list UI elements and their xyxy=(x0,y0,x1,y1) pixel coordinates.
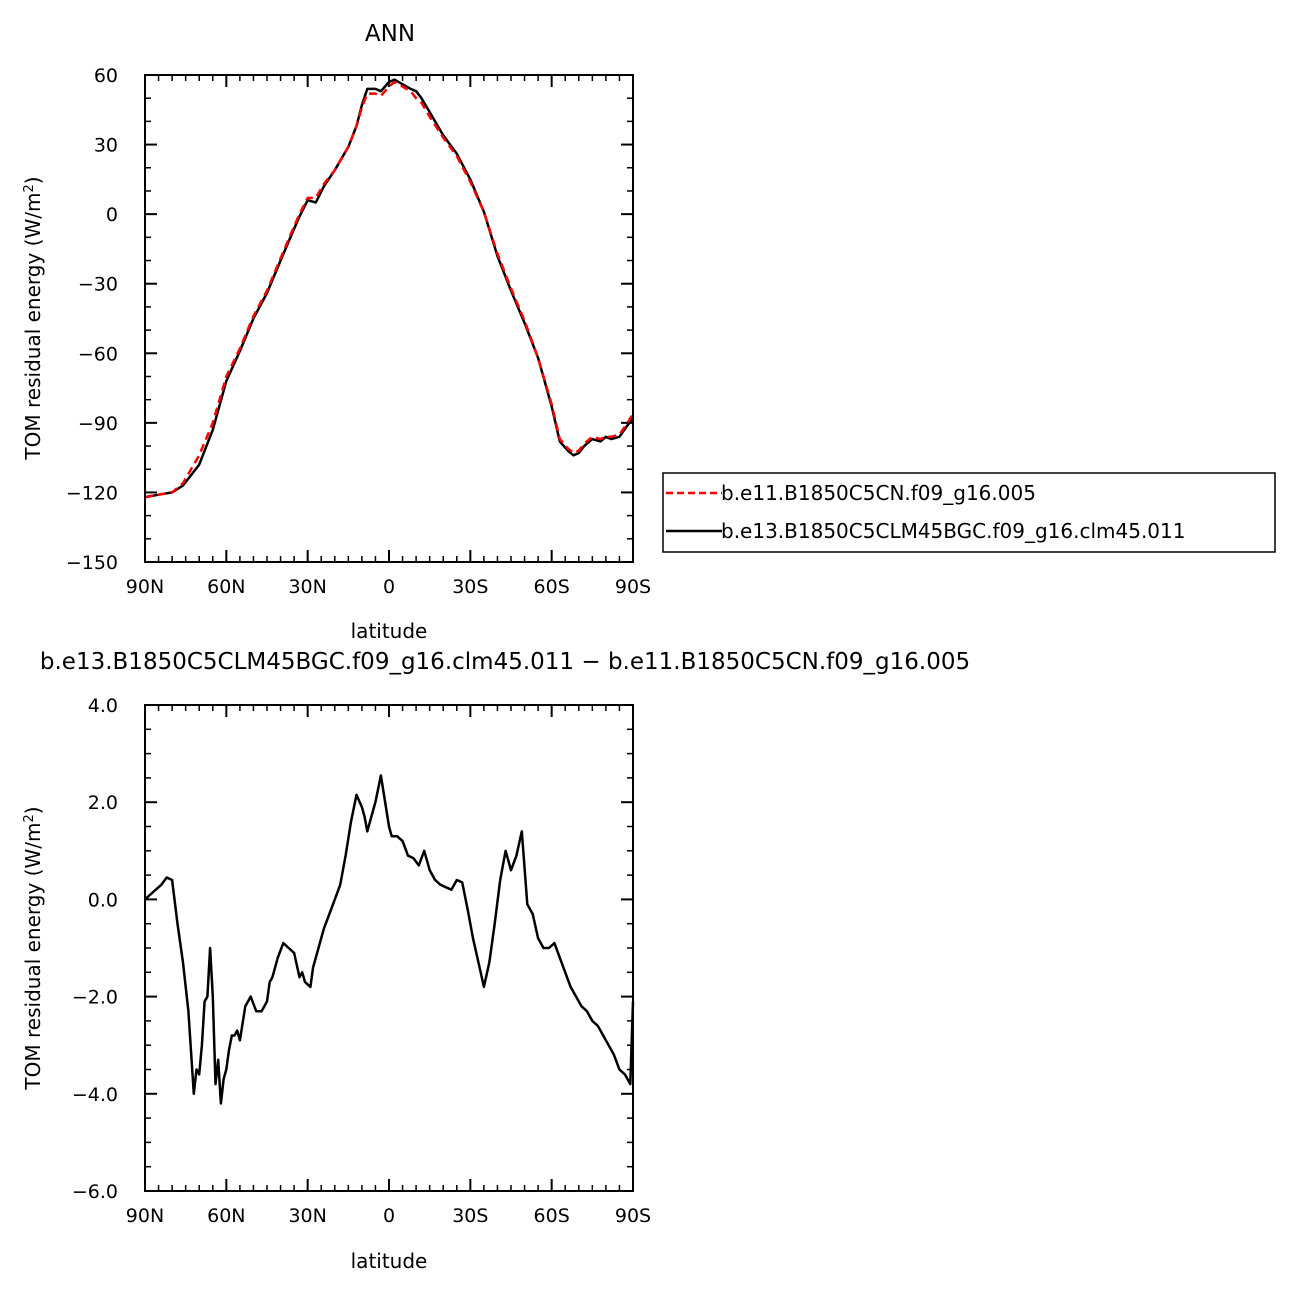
x-tick-label: 60S xyxy=(534,576,570,598)
y-tick-label: −6.0 xyxy=(72,1181,118,1203)
x-tick-label: 90S xyxy=(615,576,651,598)
bottom-chart-ticks xyxy=(144,704,634,1192)
y-tick-label: 4.0 xyxy=(88,695,118,717)
top-chart-x-tick-labels: 90N 60N 30N 0 30S 60S 90S xyxy=(126,576,651,598)
legend-entry-1: b.e11.B1850C5CN.f09_g16.005 xyxy=(721,481,1036,505)
top-chart-y-tick-labels: 60 30 0 −30 −60 −90 −120 −150 xyxy=(66,65,118,574)
series-line-1 xyxy=(144,774,635,1105)
y-tick-label: −60 xyxy=(78,343,118,365)
x-tick-label: 30N xyxy=(288,1205,326,1227)
bottom-chart-x-axis-label: latitude xyxy=(351,1249,428,1273)
y-tick-label: 60 xyxy=(94,65,118,87)
x-tick-label: 30S xyxy=(452,1205,488,1227)
top-chart-x-axis-label: latitude xyxy=(351,619,428,643)
bottom-chart-x-tick-labels: 90N 60N 30N 0 30S 60S 90S xyxy=(126,1205,651,1227)
y-tick-label: 0.0 xyxy=(88,889,118,911)
y-tick-label: −90 xyxy=(78,413,118,435)
bottom-chart-title: b.e13.B1850C5CLM45BGC.f09_g16.clm45.011 … xyxy=(40,649,970,675)
x-tick-label: 60N xyxy=(207,1205,245,1227)
y-tick-label: −4.0 xyxy=(72,1084,118,1106)
x-tick-label: 30S xyxy=(452,576,488,598)
y-tick-label: 30 xyxy=(94,135,118,157)
x-tick-label: 60S xyxy=(534,1205,570,1227)
x-tick-label: 90N xyxy=(126,1205,164,1227)
bottom-chart-series xyxy=(144,774,635,1105)
bottom-chart-frame xyxy=(144,704,634,1192)
y-tick-label: −150 xyxy=(66,552,118,574)
x-tick-label: 90S xyxy=(615,1205,651,1227)
y-tick-label: 2.0 xyxy=(88,792,118,814)
top-chart-title: ANN xyxy=(365,21,415,47)
y-tick-label: −2.0 xyxy=(72,987,118,1009)
y-tick-label: −30 xyxy=(78,274,118,296)
series-line-2 xyxy=(144,78,634,499)
legend-box xyxy=(662,472,1276,553)
x-tick-label: 90N xyxy=(126,576,164,598)
top-chart-frame xyxy=(144,74,634,563)
top-chart-panel: ANN 90N 60N 30N 0 30S 60S 90S 60 30 0 −30 −60 −90 −1… xyxy=(21,21,651,643)
bottom-chart-y-tick-labels: 4.0 2.0 0.0 −2.0 −4.0 −6.0 xyxy=(72,695,118,1203)
top-chart-series xyxy=(144,78,635,499)
x-tick-label: 60N xyxy=(207,576,245,598)
legend: b.e11.B1850C5CN.f09_g16.005 b.e13.B1850C… xyxy=(662,472,1276,553)
top-chart-ticks xyxy=(144,74,634,563)
y-tick-label: −120 xyxy=(66,482,118,504)
x-tick-label: 0 xyxy=(383,576,395,598)
bottom-chart-panel: b.e13.B1850C5CLM45BGC.f09_g16.clm45.011 … xyxy=(21,649,970,1273)
bottom-chart-y-axis-label: TOM residual energy (W/m2) xyxy=(21,806,45,1090)
y-tick-label: 0 xyxy=(106,204,118,226)
top-chart-y-axis-label: TOM residual energy (W/m2) xyxy=(21,176,45,460)
x-tick-label: 0 xyxy=(383,1205,395,1227)
legend-entry-2: b.e13.B1850C5CLM45BGC.f09_g16.clm45.011 xyxy=(721,519,1185,543)
series-line-1 xyxy=(144,80,635,499)
x-tick-label: 30N xyxy=(288,576,326,598)
